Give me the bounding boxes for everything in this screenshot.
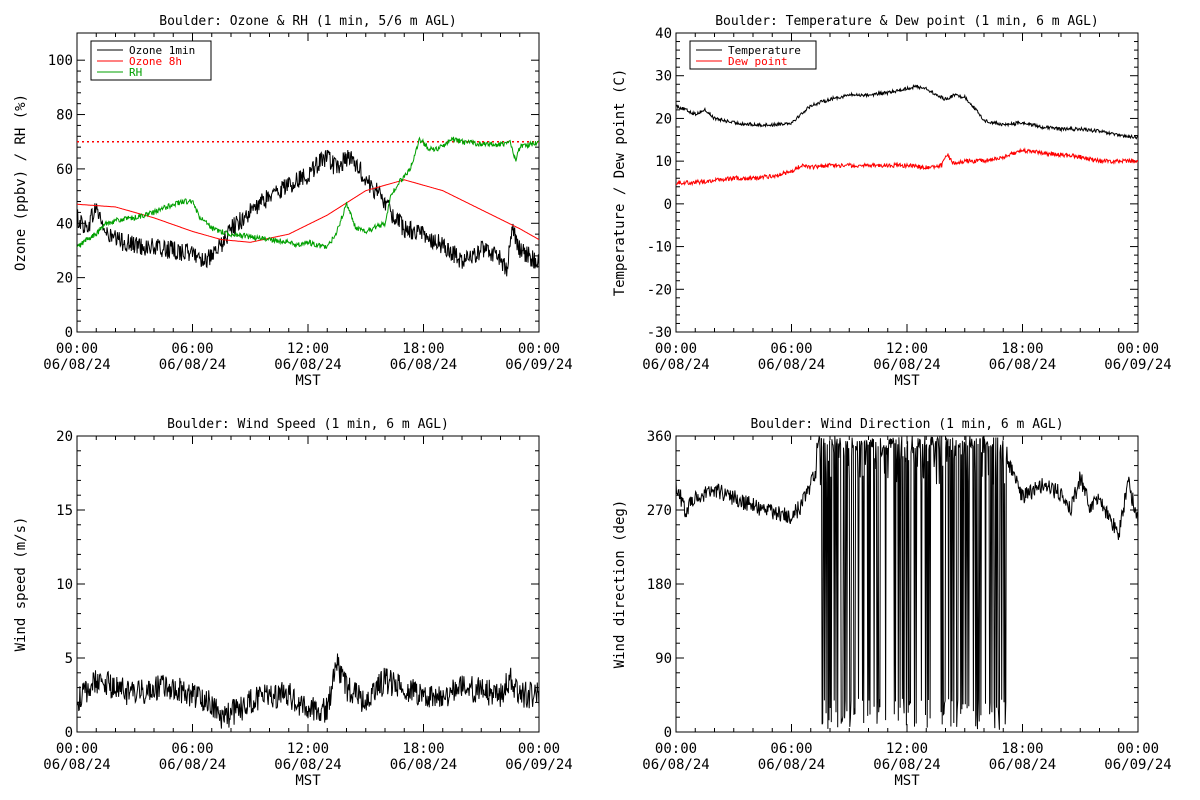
x-tick-time-label: 00:00	[518, 341, 560, 357]
series-line-wind_direction	[676, 436, 1138, 730]
x-tick-date-label: 06/08/24	[274, 757, 341, 773]
y-tick-label: 40	[56, 216, 73, 232]
legend-box	[689, 40, 817, 70]
y-tick-label: 0	[65, 325, 73, 341]
chart-title: Boulder: Temperature & Dew point (1 min,…	[715, 14, 1099, 29]
legend-label: Ozone 8h	[129, 55, 182, 68]
x-tick-date-label: 06/08/24	[159, 757, 226, 773]
legend-label: Temperature	[728, 44, 801, 57]
x-tick-time-label: 00:00	[518, 741, 560, 757]
chart-ozone_rh: Boulder: Ozone & RH (1 min, 5/6 m AGL) 0 2…	[13, 14, 573, 389]
series-line-dew-point	[676, 147, 1138, 187]
x-tick-date-label: 06/08/24	[642, 757, 709, 773]
y-tick-label: 180	[647, 577, 672, 593]
x-axis-label: MST	[894, 773, 920, 789]
x-tick-date-label: 06/08/24	[390, 357, 457, 373]
x-tick-time-label: 00:00	[56, 741, 98, 757]
x-tick-time-label: 00:00	[56, 341, 98, 357]
y-tick-label: 20	[655, 111, 672, 127]
y-tick-label: 360	[647, 429, 672, 445]
chart-title: Boulder: Ozone & RH (1 min, 5/6 m AGL)	[159, 14, 456, 29]
y-tick-label: 10	[56, 577, 73, 593]
series-line-rh	[77, 136, 539, 249]
series-line-temperature	[676, 84, 1138, 140]
x-tick-time-label: 12:00	[886, 741, 928, 757]
x-axis-label: MST	[295, 773, 321, 789]
x-tick-date-label: 06/08/24	[758, 757, 825, 773]
y-tick-label: 0	[664, 725, 672, 741]
y-tick-label: 0	[664, 197, 672, 213]
legend-label: RH	[129, 66, 142, 79]
series-line-ozone-8h	[77, 179, 539, 243]
legend-label: Dew point	[728, 55, 788, 68]
x-tick-time-label: 12:00	[287, 341, 329, 357]
x-tick-date-label: 06/08/24	[390, 757, 457, 773]
chart-wind_speed: Boulder: Wind Speed (1 min, 6 m AGL) 0 5 10…	[13, 417, 573, 789]
x-tick-date-label: 06/09/24	[505, 357, 572, 373]
x-axis-label: MST	[295, 373, 321, 389]
x-tick-date-label: 06/08/24	[758, 357, 825, 373]
chart-temp_dew: Boulder: Temperature & Dew point (1 min,…	[612, 14, 1172, 389]
x-tick-date-label: 06/08/24	[989, 757, 1056, 773]
y-tick-label: 15	[56, 503, 73, 519]
x-tick-date-label: 06/08/24	[43, 757, 110, 773]
x-tick-time-label: 06:00	[770, 741, 812, 757]
y-tick-label: -20	[647, 282, 672, 298]
x-tick-time-label: 00:00	[1117, 341, 1159, 357]
x-tick-date-label: 06/08/24	[989, 357, 1056, 373]
chart-title: Boulder: Wind Direction (1 min, 6 m AGL)	[750, 417, 1063, 432]
x-tick-date-label: 06/08/24	[43, 357, 110, 373]
x-tick-time-label: 06:00	[171, 741, 213, 757]
y-tick-label: 30	[655, 69, 672, 85]
series-line-wind_speed	[77, 653, 539, 729]
x-tick-date-label: 06/09/24	[1104, 757, 1171, 773]
x-tick-time-label: 12:00	[287, 741, 329, 757]
x-tick-time-label: 00:00	[655, 741, 697, 757]
y-axis-label: Wind direction (deg)	[612, 500, 628, 669]
y-axis-label: Ozone (ppbv) / RH (%)	[13, 94, 29, 271]
chart-wind_direction: Boulder: Wind Direction (1 min, 6 m AGL)…	[612, 417, 1172, 789]
x-axis-label: MST	[894, 373, 920, 389]
y-tick-label: 60	[56, 162, 73, 178]
y-tick-label: 80	[56, 108, 73, 124]
y-axis-label: Wind speed (m/s)	[13, 517, 29, 652]
x-tick-date-label: 06/09/24	[1104, 357, 1171, 373]
plot-frame	[675, 32, 1139, 333]
y-axis-label: Temperature / Dew point (C)	[612, 69, 628, 297]
x-tick-date-label: 06/09/24	[505, 757, 572, 773]
x-tick-date-label: 06/08/24	[642, 357, 709, 373]
x-tick-time-label: 00:00	[1117, 741, 1159, 757]
x-tick-time-label: 18:00	[1001, 741, 1043, 757]
y-tick-label: 90	[655, 651, 672, 667]
series-line-ozone-1min	[77, 149, 539, 277]
x-tick-time-label: 06:00	[770, 341, 812, 357]
x-tick-date-label: 06/08/24	[873, 757, 940, 773]
y-tick-label: 270	[647, 503, 672, 519]
y-tick-label: -30	[647, 325, 672, 341]
x-tick-time-label: 00:00	[655, 341, 697, 357]
x-tick-time-label: 18:00	[1001, 341, 1043, 357]
y-tick-label: 100	[48, 53, 73, 69]
x-tick-time-label: 06:00	[171, 341, 213, 357]
x-tick-date-label: 06/08/24	[274, 357, 341, 373]
x-tick-time-label: 12:00	[886, 341, 928, 357]
legend-label: Ozone 1min	[129, 44, 195, 57]
y-tick-label: 20	[56, 429, 73, 445]
x-tick-date-label: 06/08/24	[873, 357, 940, 373]
y-tick-label: 5	[65, 651, 73, 667]
y-tick-label: -10	[647, 240, 672, 256]
y-tick-label: 0	[65, 725, 73, 741]
y-tick-label: 40	[655, 26, 672, 42]
x-tick-time-label: 18:00	[402, 341, 444, 357]
x-tick-date-label: 06/08/24	[159, 357, 226, 373]
chart-title: Boulder: Wind Speed (1 min, 6 m AGL)	[167, 417, 449, 432]
y-tick-label: 10	[655, 154, 672, 170]
y-tick-label: 20	[56, 271, 73, 287]
x-tick-time-label: 18:00	[402, 741, 444, 757]
